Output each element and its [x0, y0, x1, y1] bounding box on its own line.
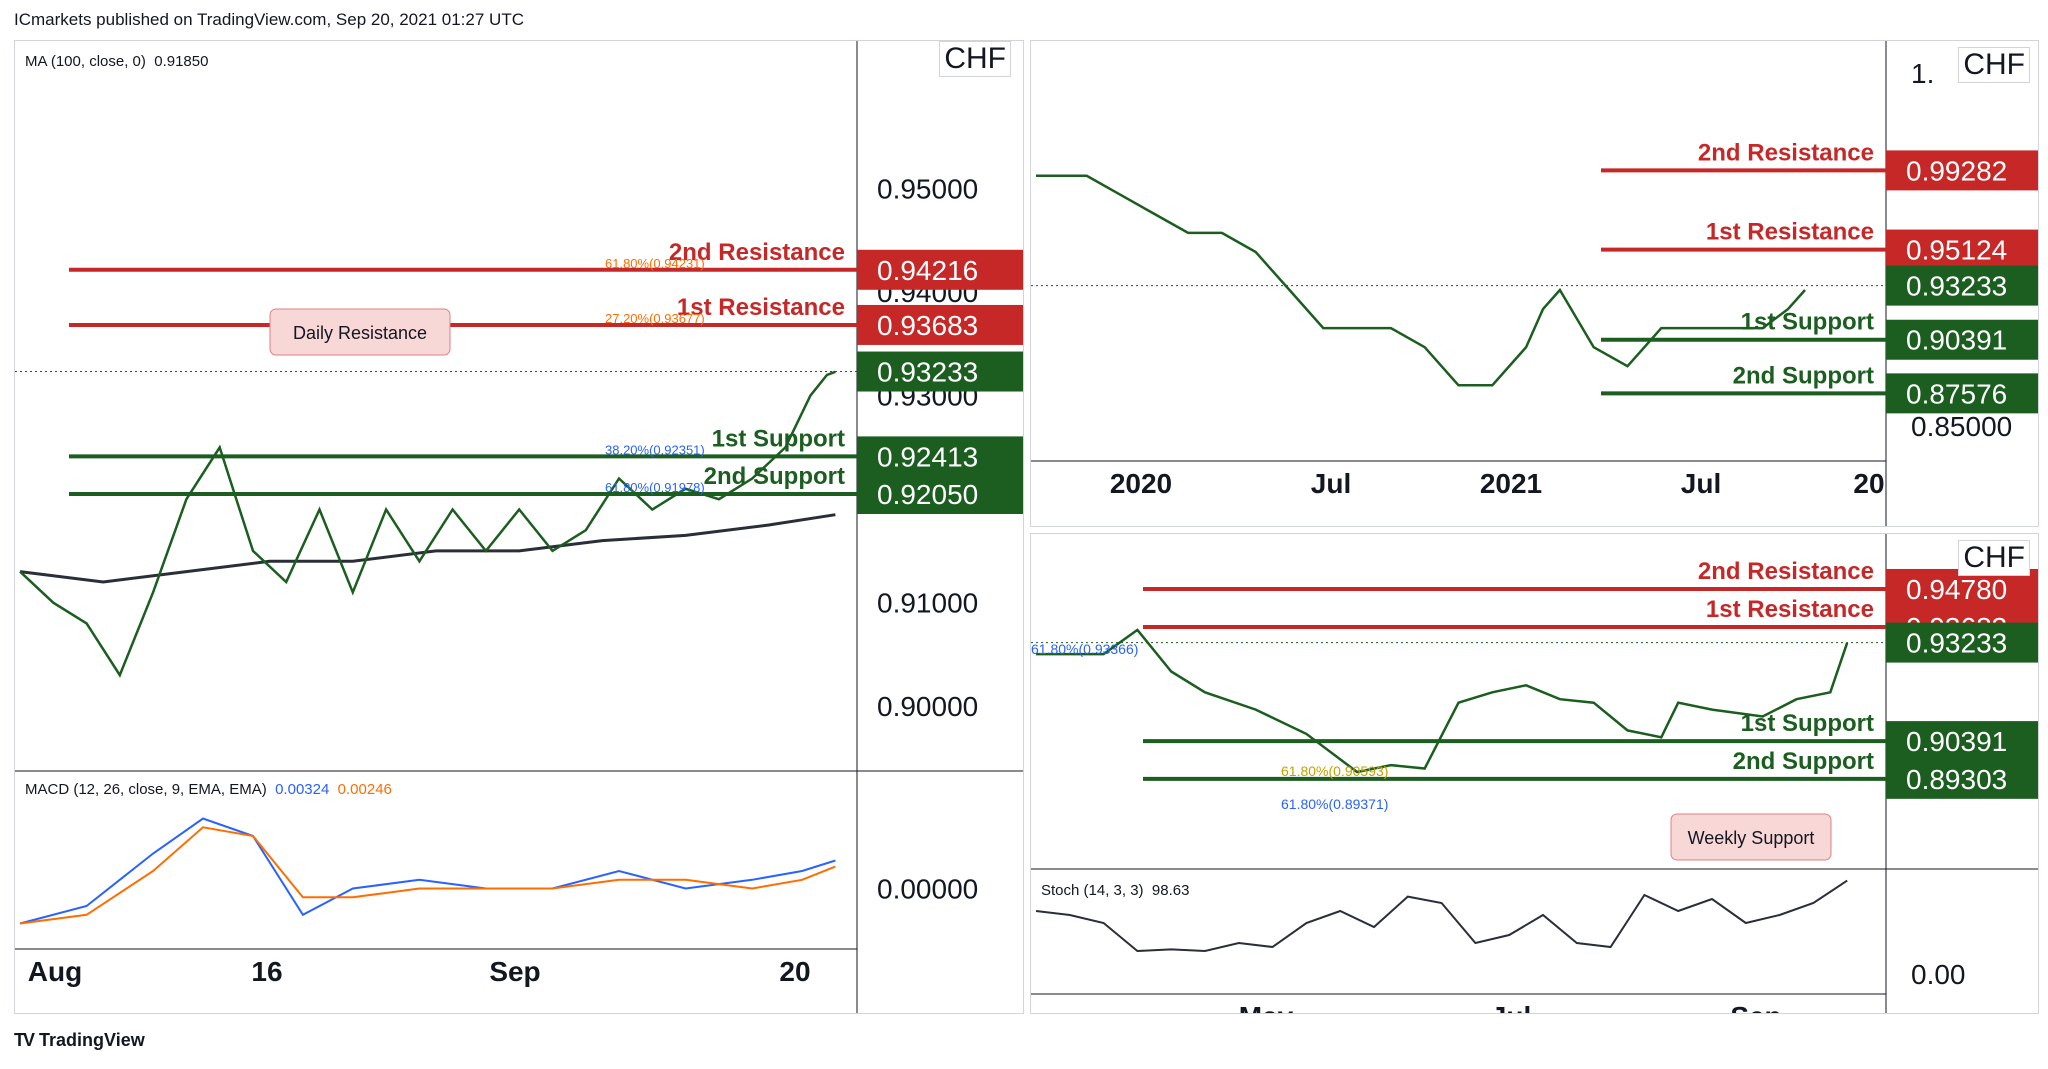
footer-brand[interactable]: TV TradingView [14, 1030, 145, 1051]
price-tag-box [1886, 319, 2038, 360]
fib-level-label: 61.80%(0.91978) [605, 480, 705, 495]
footer-brand-label: TradingView [39, 1030, 145, 1050]
support-level-label: 1st Support [1741, 309, 1874, 336]
time-tick-label: Jul [1681, 468, 1721, 499]
fib-level-label: 61.80%(0.90593) [1281, 763, 1388, 779]
time-tick-label: Jul [1311, 468, 1351, 499]
stoch-value: 98.63 [1151, 882, 1190, 899]
price-tag-value: 0.95124 [1906, 235, 2007, 266]
price-tag-value: 0.93233 [1906, 271, 2007, 302]
time-tick-label: 20 [1853, 468, 1884, 499]
callout-label: Daily Resistance [293, 323, 427, 343]
daily-chart-panel[interactable]: 0.95000 0.94000 0.93000 0.91000 0.90000 Aug 16… [14, 40, 1024, 1014]
macd-label: MACD (12, 26, close, 9, EMA, EMA) [25, 781, 267, 798]
price-tag-box [1886, 265, 2038, 306]
signal-line [19, 826, 836, 925]
stoch-line [1035, 879, 1848, 953]
time-tick-label: 20 [779, 956, 810, 987]
price-tag-box [1886, 721, 2038, 762]
price-tag-value: 0.93233 [1906, 628, 2007, 659]
price-tag-box [1886, 229, 2038, 270]
time-tick-label: Sep [489, 956, 540, 987]
fib-level-label: 27.20%(0.93677) [605, 311, 705, 326]
support-level-label: 1st Support [1741, 710, 1874, 737]
price-tick-label: 0.95000 [877, 174, 978, 205]
macd-line [19, 817, 836, 925]
price-tag-value: 0.94216 [877, 255, 978, 286]
time-tick-label: 2021 [1480, 468, 1542, 499]
stoch-legend: Stoch (14, 3, 3) 98.63 [1041, 882, 1189, 899]
price-tag-box [1886, 373, 2038, 414]
time-tick-label: Jul [1491, 1001, 1531, 1013]
ma-indicator-legend: MA (100, close, 0) 0.91850 [25, 53, 208, 70]
ma-indicator-label: MA (100, close, 0) [25, 53, 146, 70]
resistance-level-label: 1st Resistance [677, 294, 845, 321]
support-level-label: 2nd Support [704, 463, 845, 490]
resistance-level-label: 2nd Resistance [1698, 139, 1874, 166]
price-tick-label: 0.85000 [1911, 411, 2012, 442]
price-tag-value: 0.87576 [1906, 378, 2007, 409]
fib-level-label: 61.80%(0.89371) [1281, 796, 1388, 812]
price-tag-value: 0.99282 [1906, 155, 2007, 186]
time-tick-label: Sep [1730, 1001, 1781, 1013]
time-tick-label: Aug [28, 956, 82, 987]
price-line [19, 370, 836, 678]
callout-box [269, 308, 451, 356]
price-tick-label: 0.91000 [877, 588, 978, 619]
support-level-label: 2nd Support [1733, 362, 1874, 389]
price-tag-box [857, 249, 1023, 290]
time-tick-label: May [1239, 1001, 1294, 1013]
macd-zero-label: 0.00000 [877, 874, 978, 905]
weekly-chart-svg[interactable]: 2020 Jul 2021 Jul 20 2nd Resistance 0.99282 1st… [1031, 41, 2038, 526]
signal-value: 0.00246 [337, 781, 392, 798]
resistance-level-label: 2nd Resistance [1698, 558, 1874, 585]
price-tag-value: 0.93233 [877, 357, 978, 388]
daily-zoom-chart-svg[interactable]: May Jul Sep 2nd Resistance 0.94780 1st Resist… [1031, 534, 2038, 1013]
support-level-label: 2nd Support [1733, 748, 1874, 775]
price-tag-box [857, 436, 1023, 477]
fib-level-label: 61.80%(0.94231) [605, 256, 705, 271]
price-tag-value: 0.93683 [877, 310, 978, 341]
price-tag-box [1886, 150, 2038, 191]
ma-indicator-value: 0.91850 [154, 53, 209, 70]
price-line [1036, 174, 1806, 387]
fib-level-label: 38.20%(0.92351) [605, 442, 705, 457]
fib-level-label: 61.80%(0.93366) [1031, 641, 1138, 657]
publish-header: ICmarkets published on TradingView.com, … [14, 10, 524, 29]
resistance-level-label: 1st Resistance [1706, 596, 1874, 623]
price-tag-box [1886, 622, 2038, 663]
price-tag-box [857, 351, 1023, 392]
price-tag-box [1886, 758, 2038, 799]
callout-box [1670, 813, 1832, 861]
price-tick-label: 0.90000 [877, 691, 978, 722]
price-tag-value: 0.94780 [1906, 574, 2007, 605]
price-tag-box [857, 473, 1023, 514]
time-tick-label: 16 [251, 956, 282, 987]
price-tag-value: 0.92050 [877, 479, 978, 510]
price-line [1036, 628, 1849, 774]
price-tag-value: 0.90391 [1906, 726, 2007, 757]
macd-value: 0.00324 [275, 781, 330, 798]
time-tick-label: 2020 [1110, 468, 1172, 499]
resistance-level-label: 1st Resistance [1706, 219, 1874, 246]
daily-zoom-chart-panel[interactable]: May Jul Sep 2nd Resistance 0.94780 1st Resist… [1030, 533, 2039, 1014]
resistance-level-label: 2nd Resistance [669, 239, 845, 266]
callout-label: Weekly Support [1688, 828, 1815, 848]
currency-label-bottom-right: CHF [1958, 540, 2030, 576]
price-tag-value: 0.90391 [1906, 325, 2007, 356]
stoch-zero-label: 0.00 [1911, 959, 1966, 990]
price-tick-label: 1. [1911, 58, 1934, 89]
currency-label-left: CHF [939, 41, 1011, 77]
macd-legend: MACD (12, 26, close, 9, EMA, EMA) 0.0032… [25, 781, 392, 798]
stoch-label: Stoch (14, 3, 3) [1041, 882, 1144, 899]
currency-label-top-right: CHF [1958, 47, 2030, 83]
tradingview-logo-icon: TV [14, 1030, 35, 1050]
support-level-label: 1st Support [712, 425, 845, 452]
price-tag-box [857, 304, 1023, 345]
weekly-chart-panel[interactable]: 2020 Jul 2021 Jul 20 2nd Resistance 0.99282 1st… [1030, 40, 2039, 527]
price-tag-value: 0.92413 [877, 441, 978, 472]
price-tag-value: 0.89303 [1906, 764, 2007, 795]
